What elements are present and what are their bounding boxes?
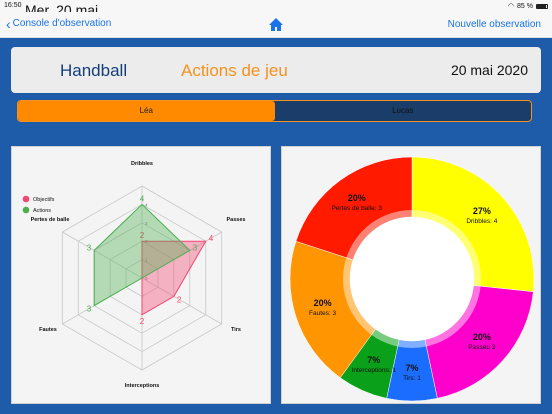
donut-slice-label: Pertes de balle: 3 (331, 205, 382, 212)
radar-data-label: 2 (140, 231, 145, 240)
radar-legend-marker (22, 206, 30, 214)
home-icon[interactable] (268, 17, 284, 32)
donut-slice-label: Tirs: 1 (403, 375, 421, 382)
donut-percent-label: 7% (405, 363, 418, 373)
radar-axis-label: Fautes (39, 327, 57, 333)
donut-percent-label: 7% (367, 355, 380, 365)
radar-data-label: 2 (177, 295, 182, 304)
radar-spoke (141, 277, 222, 325)
radar-scale-tick: 1 (145, 258, 148, 263)
radar-scale-tick: 0 (145, 276, 148, 281)
donut-slice-inner-band (424, 285, 481, 347)
status-time: 16:50 (4, 2, 22, 9)
donut-chart-panel: 27% Dribbles: 4 20% Passeu 3 7% Tirs: 1 7% Inte… (281, 146, 541, 404)
donut-percent-label: 20% (473, 332, 491, 342)
donut-slice-label: Dribbles: 4 (466, 218, 497, 225)
nav-bar: ‹ Console d'observation Nouvelle observa… (0, 12, 552, 38)
observation-date: 20 mai 2020 (450, 62, 528, 78)
radar-legend-label: Objectifs (33, 197, 55, 203)
radar-axis-label: Passes (227, 217, 246, 223)
status-bar: 16:50 Mer. 20 mai ◠ 85 % (0, 0, 552, 18)
radar-legend-marker (22, 195, 30, 203)
donut-percent-label: 27% (473, 206, 491, 216)
donut-slice-label: Interceptions: 1 (352, 367, 397, 374)
radar-data-label: 4 (140, 194, 145, 203)
radar-legend-label: Actions (33, 208, 51, 214)
radar-scale-tick: 3 (145, 221, 148, 226)
radar-series-area (93, 203, 191, 307)
donut-slice-label: Fautes: 3 (309, 310, 336, 317)
donut-slice-inner-band (371, 329, 400, 347)
donut-chart: 27% Dribbles: 4 20% Passeu 3 7% Tirs: 1 7% Inte… (289, 156, 535, 402)
radar-axis-label: Tirs (231, 327, 241, 333)
status-right: ◠ 85 % (508, 2, 548, 10)
radar-spoke (62, 231, 143, 279)
player-segmented-control: Léa Lucas (17, 100, 532, 122)
section-title: Actions de jeu (181, 61, 288, 80)
radar-axis-label: Pertes de balle (31, 217, 70, 223)
radar-data-label: 3 (193, 243, 198, 252)
battery-level: 85 % (517, 2, 533, 10)
radar-series-area (141, 240, 207, 316)
donut-slice-inner-band (343, 257, 376, 335)
new-observation-button[interactable]: Nouvelle observation (447, 19, 541, 30)
donut-slice-inner-band (412, 210, 481, 287)
donut-slice-inner-band (397, 339, 427, 348)
segment-player-2[interactable]: Lucas (392, 106, 414, 115)
main-area: Handball Actions de jeu 20 mai 2020 Léa … (0, 38, 552, 414)
donut-slice-inner-band (346, 210, 412, 260)
chevron-left-icon: ‹ (6, 15, 11, 32)
wifi-icon: ◠ (507, 3, 515, 10)
header-card: Handball Actions de jeu 20 mai 2020 (11, 47, 541, 93)
battery-icon (536, 3, 548, 9)
donut-hole (350, 217, 474, 341)
donut-percent-label: 20% (314, 298, 332, 308)
donut-percent-label: 20% (348, 193, 366, 203)
back-button[interactable]: ‹ Console d'observation (6, 15, 112, 32)
radar-data-label: 2 (140, 317, 145, 326)
back-label: Console d'observation (12, 18, 112, 29)
radar-data-label: 3 (87, 243, 92, 252)
radar-data-label: 3 (87, 305, 92, 314)
radar-axis-label: Interceptions (125, 383, 160, 389)
segment-player-1[interactable]: Léa (18, 101, 275, 121)
radar-chart-panel: 0 1 2 3 4 2 4 2 2 4 3 3 3 Dribbles Passes Tirs Intercept… (11, 146, 271, 404)
radar-axis-label: Dribbles (131, 161, 153, 167)
sport-title: Handball (60, 61, 128, 80)
radar-scale-tick: 4 (145, 202, 148, 207)
donut-slice-label: Passeu 3 (468, 344, 495, 351)
radar-data-label: 4 (209, 234, 214, 243)
